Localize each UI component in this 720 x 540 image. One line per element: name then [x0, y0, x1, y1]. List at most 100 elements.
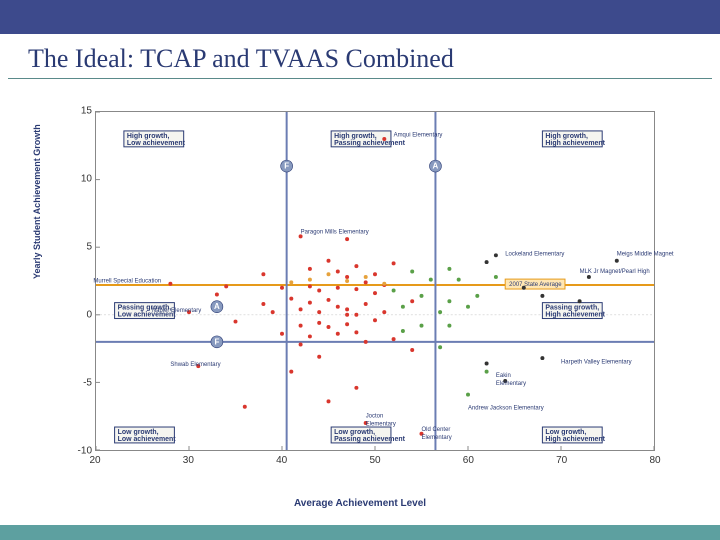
- x-axis-label: Average Achievement Level: [40, 498, 680, 509]
- data-point: [373, 291, 377, 295]
- y-axis-label: Yearly Student Achievement Growth: [32, 124, 42, 279]
- x-tick: 80: [649, 455, 660, 466]
- footer-band: [0, 525, 720, 540]
- data-point: [308, 301, 312, 305]
- data-point: [364, 280, 368, 284]
- callout-label: Elementary: [496, 381, 526, 387]
- callout-label: Harpeth Valley Elementary: [561, 359, 632, 365]
- data-point: [345, 307, 349, 311]
- data-point: [578, 299, 582, 303]
- data-point: [485, 260, 489, 264]
- data-point: [392, 337, 396, 341]
- data-point: [345, 322, 349, 326]
- data-point: [243, 405, 247, 409]
- data-point: [336, 286, 340, 290]
- x-tick: 20: [89, 455, 100, 466]
- callout-label: Lockeland Elementary: [505, 251, 564, 257]
- data-point: [540, 294, 544, 298]
- data-point: [494, 253, 498, 257]
- data-point: [615, 259, 619, 263]
- data-point: [354, 330, 358, 334]
- callout-label: Paragon Mills Elementary: [301, 230, 369, 236]
- data-point: [382, 137, 386, 141]
- data-point: [317, 321, 321, 325]
- x-tick: 40: [276, 455, 287, 466]
- callout-label: Eakin: [496, 373, 511, 379]
- data-point: [336, 270, 340, 274]
- data-point: [299, 324, 303, 328]
- data-point: [354, 386, 358, 390]
- callout-label: MLK Jr Magnet/Pearl High: [580, 269, 650, 275]
- data-point: [336, 305, 340, 309]
- data-point: [447, 324, 451, 328]
- data-point: [522, 286, 526, 290]
- data-point: [587, 275, 591, 279]
- data-point: [447, 299, 451, 303]
- quadrant-text: High achievement: [545, 312, 605, 319]
- data-point: [392, 288, 396, 292]
- x-tick: 30: [183, 455, 194, 466]
- data-point: [345, 237, 349, 241]
- x-tick: 70: [556, 455, 567, 466]
- data-point: [234, 320, 238, 324]
- data-point: [457, 278, 461, 282]
- callout-label: Murrell Special Education: [93, 278, 161, 284]
- data-point: [429, 278, 433, 282]
- y-tick: -5: [70, 378, 92, 389]
- data-point: [410, 299, 414, 303]
- callout-label: Elementary: [366, 422, 396, 428]
- y-tick: 10: [70, 174, 92, 185]
- data-point: [364, 302, 368, 306]
- data-point: [317, 288, 321, 292]
- data-point: [271, 310, 275, 314]
- data-point: [382, 310, 386, 314]
- plot-area: High growth,Low achievementHigh growth,P…: [95, 111, 655, 451]
- state-avg-label: 2007 State Average: [509, 282, 562, 288]
- data-point: [438, 310, 442, 314]
- page-title: The Ideal: TCAP and TVAAS Combined: [8, 34, 712, 79]
- quadrant-text: Low growth,: [118, 429, 159, 436]
- header-band: [0, 0, 720, 34]
- callout-label: Elementary: [422, 435, 452, 441]
- data-point: [373, 272, 377, 276]
- scatter-svg: High growth,Low achievementHigh growth,P…: [96, 112, 654, 450]
- quadrant-text: High achievement: [545, 436, 605, 443]
- y-tick: 0: [70, 310, 92, 321]
- grade-marker-label: A: [214, 302, 220, 311]
- data-point: [438, 345, 442, 349]
- quadrant-text: Low achievement: [118, 436, 177, 443]
- data-point: [410, 270, 414, 274]
- data-point: [475, 294, 479, 298]
- data-point: [261, 302, 265, 306]
- data-point: [354, 287, 358, 291]
- grade-marker-label: A: [433, 162, 439, 171]
- data-point: [401, 329, 405, 333]
- quadrant-text: Passing achievement: [334, 436, 405, 443]
- data-point: [224, 284, 228, 288]
- data-point: [354, 264, 358, 268]
- data-point: [373, 318, 377, 322]
- quadrant-text: Low achievement: [127, 140, 186, 147]
- quadrant-text: Low growth,: [545, 429, 586, 436]
- y-tick: 15: [70, 106, 92, 117]
- data-point: [308, 334, 312, 338]
- data-point: [485, 361, 489, 365]
- callout-label: Old Center: [422, 427, 451, 433]
- callout-label: Meigs Middle Magnet: [617, 251, 674, 257]
- data-point: [392, 261, 396, 265]
- x-tick: 60: [463, 455, 474, 466]
- data-point: [345, 279, 349, 283]
- data-point: [308, 267, 312, 271]
- data-point: [308, 284, 312, 288]
- grade-marker-label: F: [214, 337, 219, 346]
- data-point: [327, 259, 331, 263]
- data-point: [289, 280, 293, 284]
- callout-label: Napier Elementary: [152, 308, 202, 314]
- data-point: [336, 332, 340, 336]
- data-point: [420, 294, 424, 298]
- data-point: [327, 272, 331, 276]
- quadrant-text: High achievement: [545, 140, 605, 147]
- data-point: [327, 298, 331, 302]
- data-point: [261, 272, 265, 276]
- data-point: [289, 370, 293, 374]
